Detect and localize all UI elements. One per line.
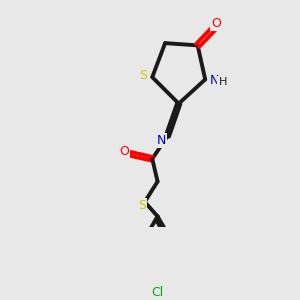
Text: N: N xyxy=(157,134,166,147)
Text: H: H xyxy=(218,77,227,87)
Text: Cl: Cl xyxy=(152,286,164,299)
Text: O: O xyxy=(212,17,221,30)
Text: S: S xyxy=(138,199,146,212)
Text: O: O xyxy=(119,145,129,158)
Text: S: S xyxy=(139,69,147,82)
Text: N: N xyxy=(210,74,219,87)
